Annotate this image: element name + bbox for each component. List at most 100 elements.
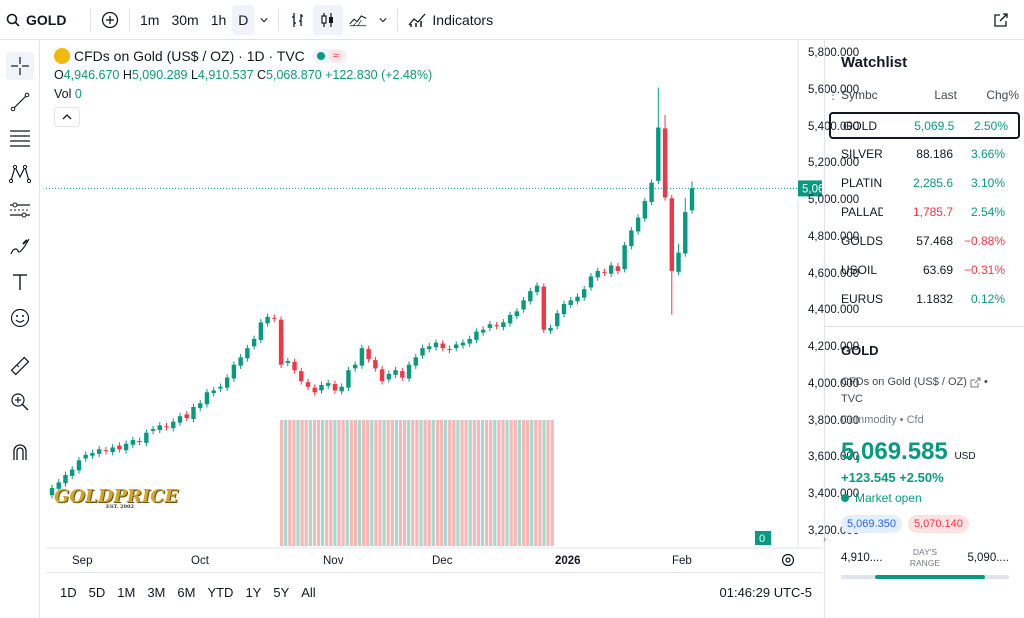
text-icon bbox=[13, 274, 27, 290]
zoom-in-icon bbox=[11, 393, 29, 411]
interval-1m[interactable]: 1m bbox=[140, 11, 160, 28]
row-last: 57.468 bbox=[916, 233, 953, 248]
range-1y[interactable]: 1Y bbox=[245, 585, 262, 600]
candle-body bbox=[440, 343, 445, 349]
candle-body bbox=[258, 322, 264, 340]
text-tool[interactable] bbox=[6, 268, 34, 296]
range-6m[interactable]: 6M bbox=[177, 585, 196, 600]
indicators-icon bbox=[408, 13, 426, 27]
market-open-indicator: ≈ bbox=[312, 49, 347, 63]
watchlist-row-eurusd[interactable]: EURUSD 1.1832 0.12% bbox=[825, 284, 1024, 313]
candle-body bbox=[433, 342, 439, 348]
interval-1h[interactable]: 1h bbox=[210, 11, 227, 28]
symbol-search[interactable]: GOLD bbox=[0, 12, 86, 28]
volume-badge-label: 0 bbox=[759, 533, 765, 545]
candle-body bbox=[386, 373, 392, 380]
volume-bar bbox=[349, 420, 353, 546]
timezone-clock[interactable]: 01:46:29 UTC-5 bbox=[719, 585, 813, 600]
interval-dropdown[interactable] bbox=[254, 5, 274, 35]
range-5d[interactable]: 5D bbox=[88, 585, 106, 600]
watchlist-row-usoil[interactable]: USOIL 63.69 −0.31% bbox=[825, 255, 1024, 284]
col-last[interactable]: Last bbox=[934, 88, 957, 102]
indicators-label: Indicators bbox=[432, 11, 494, 28]
magnet-tool[interactable] bbox=[6, 438, 34, 466]
symbol-logo-icon bbox=[54, 48, 70, 64]
range-1d[interactable]: 1D bbox=[60, 585, 77, 600]
green-dot-icon bbox=[316, 52, 325, 60]
volume-bar bbox=[452, 420, 456, 546]
row-symbol: EURUSD bbox=[841, 291, 883, 306]
watchlist-row-platinum[interactable]: PLATINU 2,285.6 3.10% bbox=[825, 168, 1024, 197]
candle-body bbox=[211, 390, 216, 394]
chart-type-dropdown[interactable] bbox=[373, 5, 393, 35]
range-all[interactable]: All bbox=[301, 585, 316, 600]
watchlist-row-gold[interactable]: GOLD 5,069.5 2.50% bbox=[829, 112, 1020, 139]
watchlist-row-palladium[interactable]: PALLADI 1,785.7 2.54% bbox=[825, 197, 1024, 226]
candle-body bbox=[251, 338, 257, 347]
fib-retracement-tool[interactable] bbox=[6, 124, 34, 152]
bar-chart-type-button[interactable] bbox=[283, 5, 313, 35]
volume-bar bbox=[505, 420, 509, 546]
trend-line-tool[interactable] bbox=[6, 88, 34, 116]
candle-body bbox=[629, 230, 634, 247]
volume-bar bbox=[431, 420, 435, 546]
forecast-tool[interactable] bbox=[6, 196, 34, 224]
crosshair-tool[interactable] bbox=[6, 52, 34, 80]
volume-badge bbox=[755, 531, 771, 545]
divider bbox=[90, 8, 91, 31]
candle-body bbox=[299, 371, 304, 382]
price-chart[interactable]: 5,068.870 0 bbox=[46, 40, 822, 572]
volume-bar bbox=[485, 420, 489, 546]
candle-body bbox=[635, 217, 641, 232]
ohlc-values: O4,946.670 H5,090.289 L4,910.537 C5,068.… bbox=[54, 68, 432, 82]
chart-settings-button[interactable] bbox=[780, 552, 796, 571]
col-symbol[interactable]: Symbc bbox=[841, 88, 878, 102]
details-symbol: GOLD bbox=[841, 343, 879, 358]
symbol-details: GOLD CFDs on Gold (US$ / OZ) • TVC Commo… bbox=[825, 326, 1024, 595]
volume-bar bbox=[550, 420, 554, 546]
emoji-tool[interactable] bbox=[6, 304, 34, 332]
candle-body bbox=[447, 349, 452, 351]
open-label: O bbox=[54, 68, 64, 82]
candle-body bbox=[171, 421, 176, 429]
price-tick-label: 4,000.000 bbox=[808, 377, 860, 390]
volume-bar bbox=[374, 420, 378, 546]
panel-collapse-arrow[interactable]: › bbox=[823, 534, 827, 545]
candle-body bbox=[157, 425, 162, 430]
row-symbol: USOIL bbox=[841, 262, 878, 277]
compare-add-button[interactable] bbox=[95, 5, 125, 35]
open-in-new-window-button[interactable] bbox=[986, 5, 1016, 35]
watchlist-row-goldsilver[interactable]: GOLDSIL 57.468 −0.88% bbox=[825, 226, 1024, 255]
interval-1d[interactable]: D bbox=[232, 4, 255, 35]
candle-body bbox=[346, 370, 351, 388]
pattern-tool[interactable] bbox=[6, 160, 34, 188]
range-1m[interactable]: 1M bbox=[117, 585, 136, 600]
candle-body bbox=[76, 460, 82, 471]
range-3m[interactable]: 3M bbox=[147, 585, 166, 600]
candle-chart-type-button[interactable] bbox=[313, 4, 344, 35]
external-link-icon[interactable] bbox=[970, 377, 981, 388]
watchlist-row-silver[interactable]: SILVER 88.186 3.66% bbox=[825, 139, 1024, 168]
drag-handle-icon[interactable]: ⋮ bbox=[827, 88, 839, 102]
zoom-tool[interactable] bbox=[6, 388, 34, 416]
indicators-button[interactable]: Indicators bbox=[402, 5, 499, 35]
interval-30m[interactable]: 30m bbox=[171, 11, 199, 28]
measure-tool[interactable] bbox=[6, 352, 34, 380]
area-chart-type-button[interactable] bbox=[343, 5, 373, 35]
close-label: C bbox=[257, 68, 267, 82]
candle-body bbox=[292, 361, 297, 371]
col-chg[interactable]: Chg% bbox=[986, 88, 1019, 102]
volume-bar bbox=[321, 420, 325, 546]
brush-tool[interactable] bbox=[6, 232, 34, 260]
candle-body bbox=[501, 322, 506, 328]
candle-body bbox=[582, 289, 587, 298]
collapse-legend-button[interactable] bbox=[54, 107, 80, 127]
range-5y[interactable]: 5Y bbox=[273, 585, 290, 600]
candle-body bbox=[514, 311, 520, 316]
candle-body bbox=[117, 445, 122, 450]
chart-pane[interactable]: 5,068.870 0 CFDs on Gold (US$ / OZ) · 1D … bbox=[46, 40, 859, 572]
wave-icon: ≈ bbox=[328, 50, 343, 62]
range-ytd[interactable]: YTD bbox=[207, 585, 234, 600]
volume-bar bbox=[341, 420, 345, 546]
price-tick-label: 5,200.000 bbox=[808, 157, 860, 170]
